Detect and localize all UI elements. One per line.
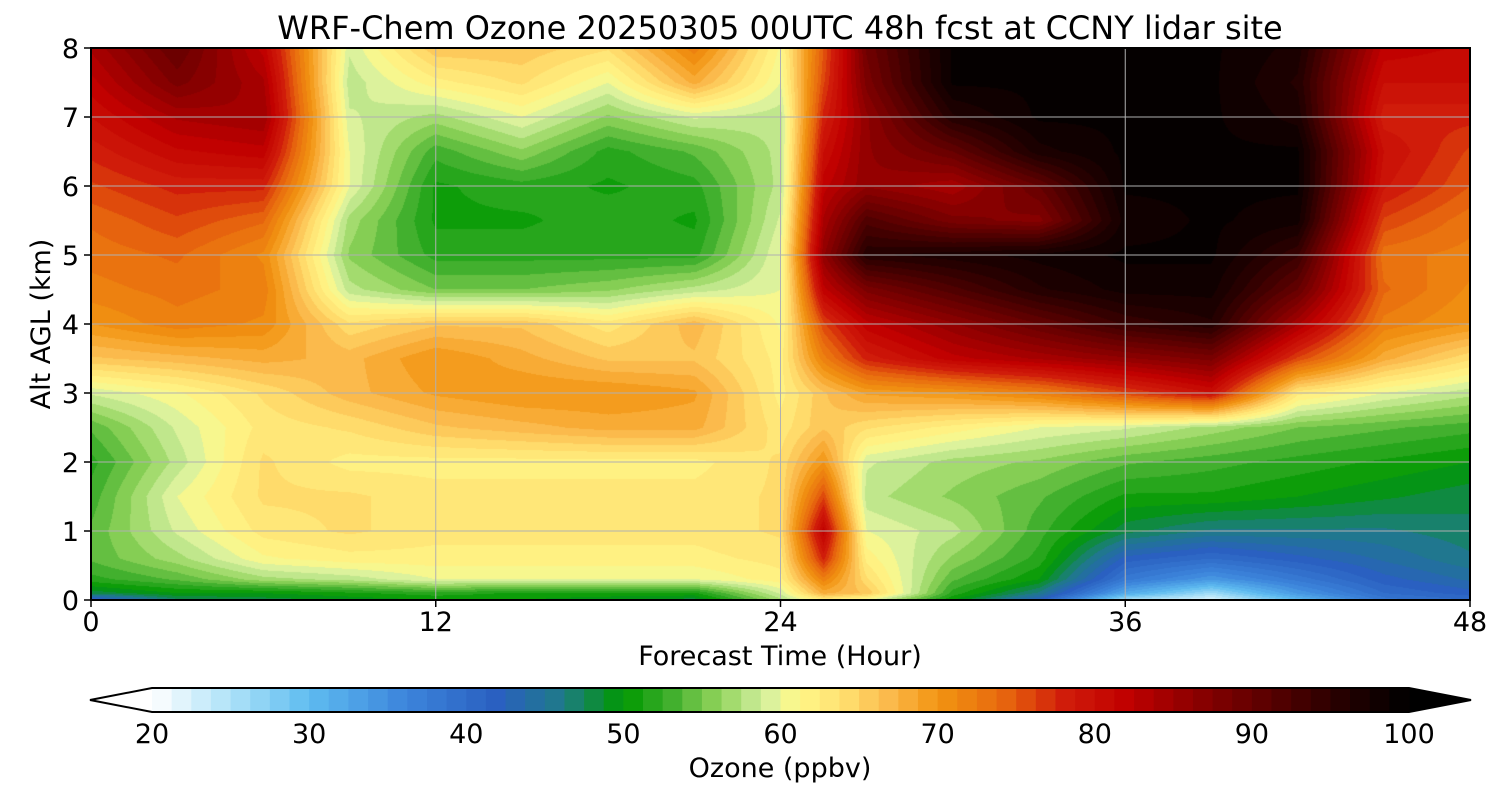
colorbar-segment [800, 688, 821, 712]
colorbar-segment [525, 688, 546, 712]
colorbar-segment [1094, 688, 1115, 712]
x-tick-label: 36 [1108, 607, 1142, 638]
colorbar-tick-label: 80 [1078, 719, 1112, 750]
colorbar-segment [485, 688, 507, 712]
colorbar-segment [917, 688, 939, 712]
colorbar-segment [426, 688, 448, 712]
colorbar-segment [1330, 688, 1351, 712]
colorbar-tick-label: 70 [920, 719, 954, 750]
colorbar-segment [1075, 688, 1096, 712]
colorbar-segment [898, 688, 919, 712]
colorbar-segment [1232, 688, 1253, 712]
colorbar-segment [387, 688, 408, 712]
colorbar-min-arrow [90, 688, 152, 712]
colorbar: 20 30 40 50 60 70 80 90 100 [89, 687, 1472, 750]
colorbar-segment [584, 688, 605, 712]
colorbar-segment [937, 688, 958, 712]
colorbar-segment [1055, 688, 1076, 712]
colorbar-segment [721, 688, 742, 712]
y-tick-label: 0 [62, 586, 79, 617]
y-tick-label: 2 [62, 448, 79, 479]
colorbar-segment [505, 688, 526, 712]
colorbar-segment [662, 688, 683, 712]
plot-frame [90, 47, 1471, 601]
colorbar-segment [1310, 688, 1332, 712]
colorbar-segment [780, 688, 801, 712]
colorbar-segment [819, 688, 841, 712]
colorbar-segment [1271, 688, 1292, 712]
colorbar-tick-label: 60 [763, 719, 797, 750]
y-tick-label: 8 [62, 34, 79, 65]
colorbar-segment [446, 688, 467, 712]
colorbar-segment [1251, 688, 1273, 712]
colorbar-segment [1173, 688, 1194, 712]
colorbar-segment [544, 688, 566, 712]
chart-title: WRF-Chem Ozone 20250305 00UTC 48h fcst a… [277, 9, 1282, 47]
colorbar-tick-label: 30 [292, 719, 326, 750]
colorbar-segment [1212, 688, 1233, 712]
colorbar-tick-label: 50 [606, 719, 640, 750]
colorbar-segment [152, 688, 173, 712]
colorbar-segment [210, 688, 232, 712]
colorbar-tick-label: 100 [1383, 719, 1435, 750]
colorbar-segment [603, 688, 624, 712]
colorbar-segment [976, 688, 998, 712]
y-tick-label: 5 [62, 241, 79, 272]
x-tick-label: 48 [1453, 607, 1487, 638]
colorbar-segment [878, 688, 899, 712]
colorbar-segment [839, 688, 860, 712]
colorbar-segment [643, 688, 664, 712]
y-axis-label: Alt AGL (km) [26, 239, 57, 410]
colorbar-segment [564, 688, 585, 712]
colorbar-segment [191, 688, 212, 712]
colorbar-segment [1016, 688, 1037, 712]
colorbar-tick-label: 40 [449, 719, 483, 750]
y-tick-label: 7 [62, 103, 79, 134]
colorbar-segment [996, 688, 1017, 712]
colorbar-segment [289, 688, 310, 712]
colorbar-segment [682, 688, 703, 712]
colorbar-segment [368, 688, 389, 712]
colorbar-outline [89, 687, 1472, 713]
colorbar-segment [1192, 688, 1214, 712]
colorbar-segment [171, 688, 192, 712]
y-tick-label: 1 [62, 517, 79, 548]
colorbar-segment [1369, 688, 1390, 712]
colorbar-segment [957, 688, 978, 712]
colorbar-max-arrow [1409, 688, 1471, 712]
y-tick-label: 3 [62, 379, 79, 410]
colorbar-segment [230, 688, 251, 712]
x-axis-label: Forecast Time (Hour) [638, 641, 922, 672]
colorbar-segment [1291, 688, 1312, 712]
colorbar-segment [1114, 688, 1135, 712]
colorbar-segment [701, 688, 723, 712]
colorbar-segment [269, 688, 291, 712]
x-tick-label: 24 [763, 607, 797, 638]
colorbar-segment [859, 688, 880, 712]
colorbar-segment [250, 688, 271, 712]
colorbar-segment [623, 688, 644, 712]
colorbar-tick-label: 90 [1235, 719, 1269, 750]
colorbar-segment [1350, 688, 1371, 712]
colorbar-segment [741, 688, 762, 712]
colorbar-segment [1153, 688, 1174, 712]
colorbar-segment [1035, 688, 1057, 712]
colorbar-segment [466, 688, 487, 712]
colorbar-segment [328, 688, 350, 712]
colorbar-segment [309, 688, 330, 712]
x-tick-label: 0 [82, 607, 99, 638]
colorbar-segment [348, 688, 369, 712]
x-tick-label: 12 [419, 607, 453, 638]
colorbar-segment [407, 688, 428, 712]
y-tick-label: 6 [62, 172, 79, 203]
colorbar-segment [1389, 688, 1410, 712]
colorbar-tick-label: 20 [135, 719, 169, 750]
colorbar-segment [1134, 688, 1155, 712]
colorbar-segment [760, 688, 782, 712]
colorbar-label: Ozone (ppbv) [689, 753, 872, 784]
y-tick-label: 4 [62, 310, 79, 341]
